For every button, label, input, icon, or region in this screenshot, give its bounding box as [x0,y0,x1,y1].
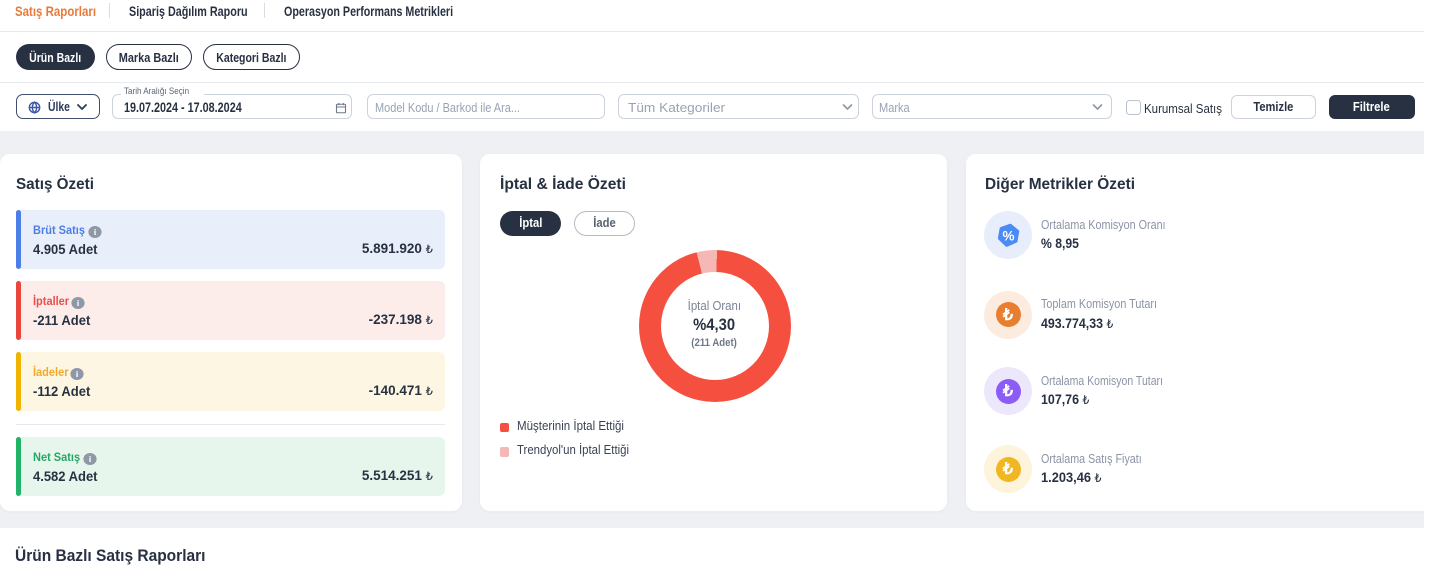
svg-text:%: % [1002,228,1014,243]
